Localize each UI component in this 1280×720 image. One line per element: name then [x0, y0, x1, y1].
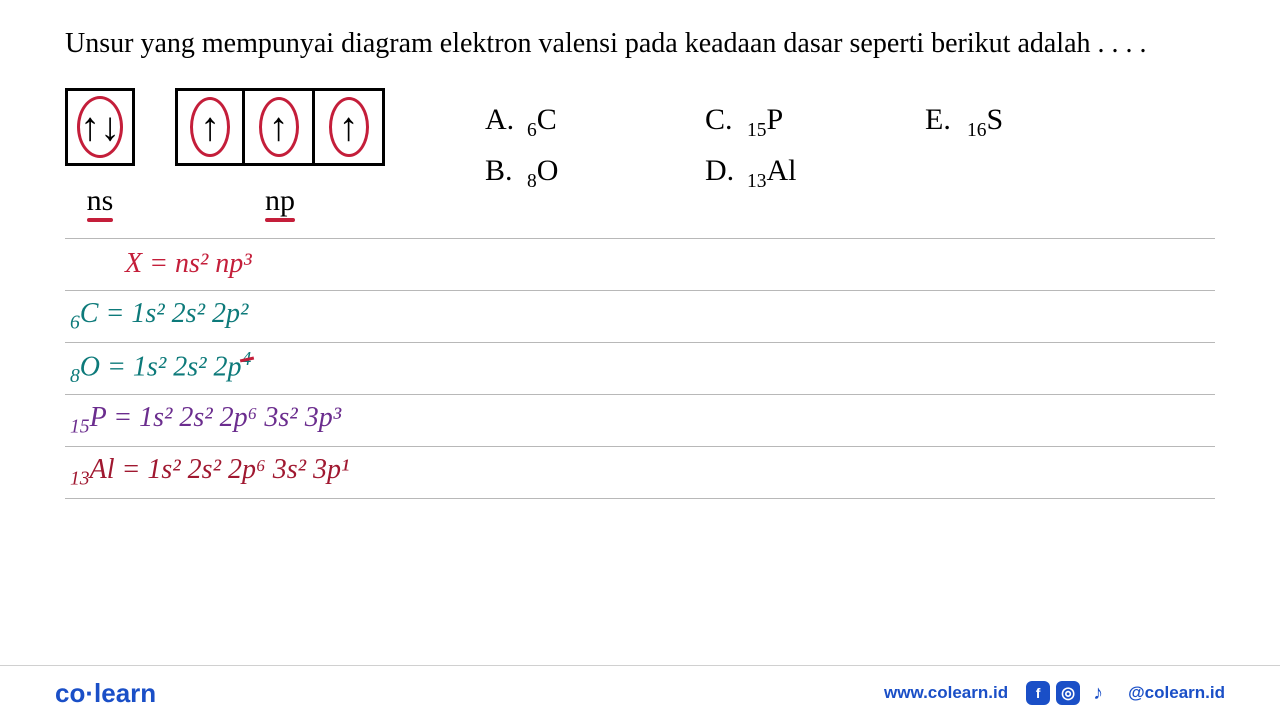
facebook-icon: f — [1026, 681, 1050, 705]
footer: co·learn www.colearn.id f ◎ ♪ @colearn.i… — [0, 665, 1280, 720]
arrow-up-icon: ↑ — [200, 107, 220, 147]
arrow-up-icon: ↑ — [80, 107, 100, 147]
ns-box: ↑ ↓ — [65, 88, 135, 166]
social-icons: f ◎ ♪ — [1026, 681, 1110, 705]
work-line-3: 8O = 1s² 2s² 2p4 — [65, 342, 1215, 394]
diagram-options-row: ↑ ↓ ns ↑ ↑ — [65, 88, 1215, 218]
work-line-5: 13Al = 1s² 2s² 2p⁶ 3s² 3p¹ — [65, 446, 1215, 498]
arrow-up-icon: ↑ — [339, 107, 359, 147]
option-a: A. 6C — [485, 103, 685, 142]
footer-url: www.colearn.id — [884, 683, 1008, 703]
question-text: Unsur yang mempunyai diagram elektron va… — [65, 25, 1215, 63]
work-line-blank — [65, 498, 1215, 550]
option-b: B. 8O — [485, 154, 685, 193]
ns-label: ns — [87, 184, 114, 218]
orbital-diagram: ↑ ↓ ns ↑ ↑ — [65, 88, 385, 218]
np-box-2: ↑ — [245, 88, 315, 166]
answer-options: A. 6C C. 15P E. 16S B. 8O D. 13Al — [445, 88, 1215, 193]
option-d: D. 13Al — [705, 154, 905, 193]
work-line-1: X = ns² np³ — [65, 238, 1215, 290]
np-group: ↑ ↑ ↑ np — [175, 88, 385, 218]
option-e: E. 16S — [925, 103, 1125, 142]
footer-right: www.colearn.id f ◎ ♪ @colearn.id — [884, 681, 1225, 705]
brand-logo: co·learn — [55, 678, 156, 709]
np-box-3: ↑ — [315, 88, 385, 166]
np-label: np — [265, 184, 295, 218]
arrow-down-icon: ↓ — [100, 107, 120, 147]
work-line-4: 15P = 1s² 2s² 2p⁶ 3s² 3p³ — [65, 394, 1215, 446]
tiktok-icon: ♪ — [1086, 681, 1110, 705]
arrow-up-icon: ↑ — [269, 107, 289, 147]
ns-group: ↑ ↓ ns — [65, 88, 135, 218]
worked-solution: X = ns² np³ 6C = 1s² 2s² 2p² 8O = 1s² 2s… — [65, 238, 1215, 550]
footer-handle: @colearn.id — [1128, 683, 1225, 703]
instagram-icon: ◎ — [1056, 681, 1080, 705]
option-c: C. 15P — [705, 103, 905, 142]
np-box-1: ↑ — [175, 88, 245, 166]
work-line-2: 6C = 1s² 2s² 2p² — [65, 290, 1215, 342]
